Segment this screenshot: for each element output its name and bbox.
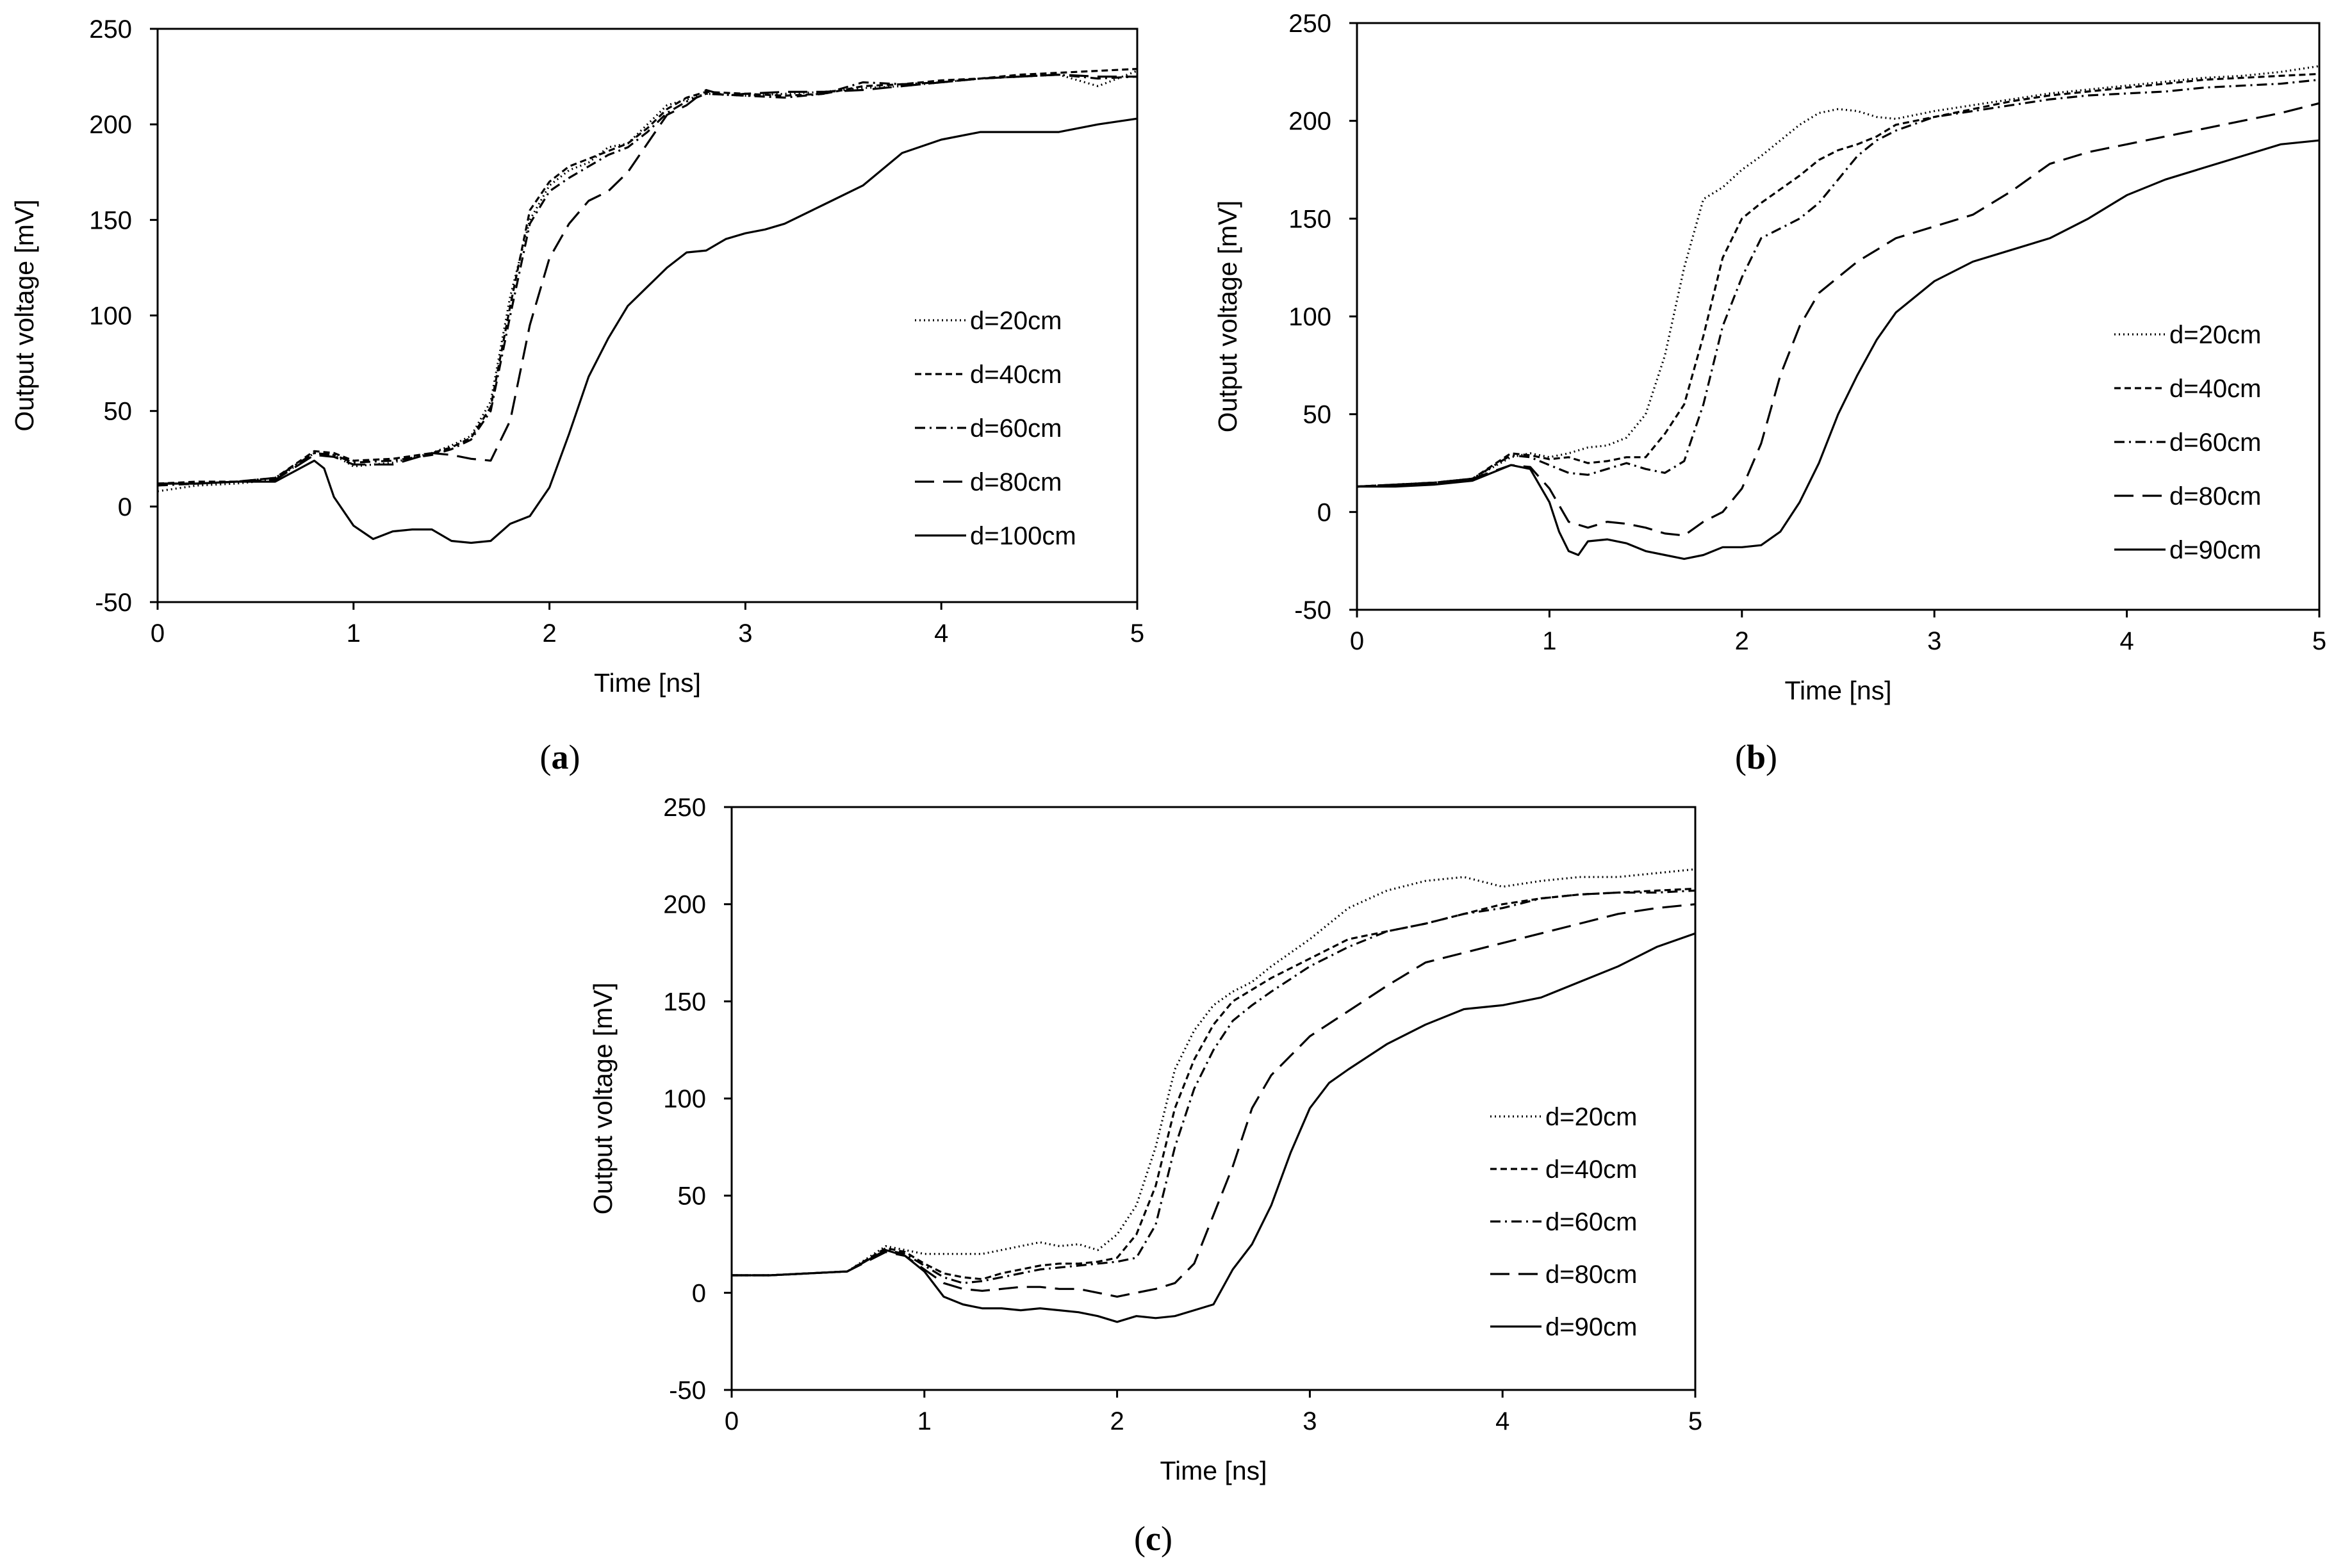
- series-line-d-80cm: [732, 903, 1696, 1298]
- legend-entry: d=90cm: [2169, 536, 2261, 564]
- x-tick-label: 4: [2119, 627, 2133, 655]
- series-line-d-80cm: [1356, 102, 2320, 537]
- x-tick-label: 3: [1303, 1407, 1317, 1435]
- y-tick-label: 50: [678, 1182, 707, 1211]
- x-tick-label: 1: [1542, 627, 1556, 655]
- y-tick-label: 150: [1288, 205, 1331, 233]
- legend-entry: d=20cm: [2169, 321, 2261, 349]
- series-line-d-20cm: [732, 868, 1696, 1277]
- x-tick-label: 2: [1735, 627, 1749, 655]
- x-tick-label: 4: [934, 619, 948, 648]
- y-tick-label: 50: [1303, 401, 1332, 429]
- y-tick-label: 200: [1288, 108, 1331, 136]
- series-line-d-40cm: [732, 887, 1696, 1280]
- x-tick-label: 3: [1927, 627, 1941, 655]
- y-tick-label: 250: [1288, 10, 1331, 38]
- series-line-d-90cm: [1357, 139, 2320, 560]
- figure-caption: (b): [1735, 738, 1777, 776]
- y-tick-label: 100: [89, 302, 132, 331]
- figure-caption: (a): [540, 738, 580, 776]
- legend-entry: d=100cm: [970, 522, 1076, 550]
- legend-entry: d=80cm: [970, 468, 1062, 496]
- x-axis-label: Time [ns]: [1784, 676, 1891, 705]
- y-tick-label: -50: [1294, 596, 1331, 625]
- legend-entry: d=80cm: [1545, 1261, 1637, 1289]
- y-tick-label: 50: [104, 398, 133, 426]
- x-tick-label: 5: [1130, 619, 1144, 648]
- y-axis-label: Output voltage [mV]: [10, 199, 39, 431]
- legend-entry: d=60cm: [2169, 429, 2261, 457]
- legend-entry: d=40cm: [970, 361, 1062, 389]
- x-tick-label: 0: [1350, 627, 1364, 655]
- series-line-d-100cm: [158, 117, 1138, 544]
- series-line-d-20cm: [1356, 65, 2320, 488]
- legend-entry: d=60cm: [970, 414, 1062, 443]
- y-tick-label: 0: [118, 493, 132, 521]
- x-tick-label: 0: [151, 619, 165, 648]
- y-axis-label: Output voltage [mV]: [1213, 200, 1242, 432]
- y-tick-label: 250: [663, 794, 706, 822]
- x-tick-label: 1: [347, 619, 361, 648]
- y-tick-label: 0: [692, 1279, 706, 1307]
- y-axis-label: Output voltage [mV]: [588, 983, 618, 1214]
- x-axis-label: Time [ns]: [594, 668, 701, 698]
- series-line-d-90cm: [732, 932, 1696, 1323]
- legend-entry: d=20cm: [970, 307, 1062, 335]
- series-line-d-60cm: [157, 73, 1138, 487]
- y-tick-label: 100: [663, 1085, 706, 1113]
- chart-c: 0 1 2 3 4 5 -50 0 50 100 150 200 250 Time [ns] Output …: [588, 794, 1702, 1558]
- legend-entry: d=60cm: [1545, 1208, 1637, 1236]
- y-tick-label: 200: [663, 891, 706, 919]
- x-tick-label: 0: [725, 1407, 739, 1435]
- x-tick-label: 3: [738, 619, 752, 648]
- figure-caption: (c): [1134, 1519, 1172, 1558]
- x-tick-label: 2: [1110, 1407, 1124, 1435]
- x-tick-label: 1: [917, 1407, 932, 1435]
- series-line-d-60cm: [1356, 78, 2320, 488]
- y-tick-label: 250: [89, 15, 132, 44]
- y-tick-label: 200: [89, 111, 132, 139]
- series-line-d-40cm: [1356, 72, 2320, 488]
- x-tick-label: 2: [542, 619, 556, 648]
- chart-b: 0 1 2 3 4 5 -50 0 50 100 150 200 250 Time [ns] Output …: [1213, 10, 2326, 776]
- legend-entry: d=40cm: [1545, 1156, 1637, 1184]
- legend-entry: d=20cm: [1545, 1103, 1637, 1131]
- x-tick-label: 4: [1495, 1407, 1509, 1435]
- y-tick-label: 0: [1317, 498, 1331, 527]
- legend-entry: d=40cm: [2169, 375, 2261, 403]
- y-tick-label: 100: [1288, 303, 1331, 331]
- y-tick-label: -50: [669, 1376, 706, 1405]
- y-tick-label: -50: [95, 589, 132, 617]
- legend-entry: d=80cm: [2169, 482, 2261, 510]
- chart-a: 0 1 2 3 4 5 -50 0 50 100 150 200 250 Time [ns] Output …: [10, 15, 1144, 776]
- x-axis-label: Time [ns]: [1160, 1456, 1267, 1485]
- series-line-d-60cm: [732, 889, 1696, 1284]
- y-tick-label: 150: [89, 206, 132, 234]
- x-tick-label: 5: [1688, 1407, 1702, 1435]
- series-line-d-80cm: [158, 73, 1137, 485]
- legend-entry: d=90cm: [1545, 1313, 1637, 1341]
- x-tick-label: 5: [2312, 627, 2326, 655]
- plot-frame: [1356, 22, 2321, 611]
- y-tick-label: 150: [663, 988, 706, 1016]
